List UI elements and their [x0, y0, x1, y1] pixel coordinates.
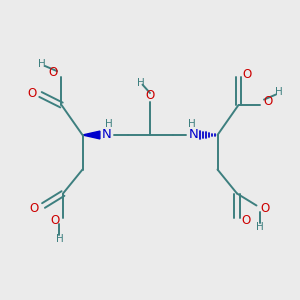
Text: H: H: [256, 222, 264, 232]
Text: N: N: [189, 128, 198, 142]
Text: H: H: [56, 234, 63, 244]
Text: O: O: [263, 95, 272, 108]
Text: O: O: [260, 202, 269, 215]
Text: H: H: [137, 78, 145, 88]
Text: O: O: [146, 89, 154, 102]
Text: O: O: [49, 66, 58, 80]
Text: N: N: [102, 128, 111, 142]
Text: H: H: [105, 119, 112, 129]
Text: O: O: [28, 86, 37, 100]
Text: O: O: [242, 214, 250, 227]
Text: O: O: [50, 214, 59, 227]
Polygon shape: [82, 131, 100, 139]
Text: H: H: [38, 59, 46, 69]
Text: H: H: [188, 119, 195, 129]
Text: O: O: [242, 68, 251, 82]
Text: H: H: [275, 87, 283, 98]
Text: O: O: [30, 202, 39, 215]
